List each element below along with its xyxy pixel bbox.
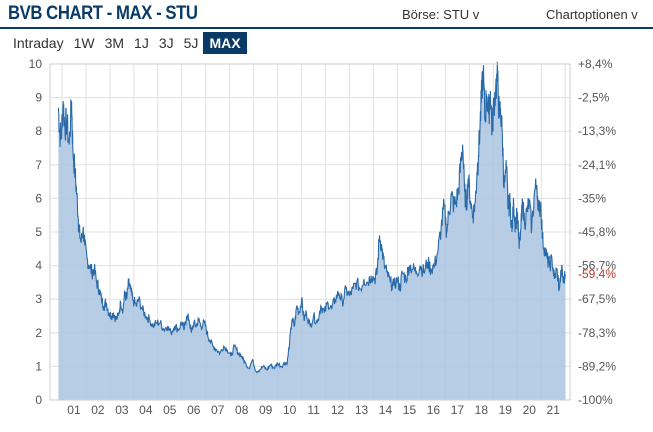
y2-tick-label: -89,2%: [578, 359, 616, 373]
y2-tick-label: +8,4%: [578, 57, 613, 71]
y2-tick-label: -100%: [578, 393, 613, 407]
range-tab-max[interactable]: MAX: [203, 32, 247, 54]
x-tick-label: 05: [163, 403, 177, 417]
y-tick-label: 5: [35, 225, 42, 239]
range-tab-bar: Intraday 1W 3M 1J 3J 5J MAX: [8, 32, 247, 54]
y2-tick-label: -13,3%: [578, 124, 616, 138]
x-tick-label: 02: [91, 403, 105, 417]
range-tab-1w[interactable]: 1W: [73, 35, 95, 51]
x-tick-label: 09: [259, 403, 273, 417]
y-tick-label: 0: [35, 393, 42, 407]
range-tab-5j[interactable]: 5J: [183, 35, 199, 51]
y2-tick-label: -78,3%: [578, 326, 616, 340]
x-tick-label: 14: [379, 403, 393, 417]
y2-tick-label: -35%: [578, 191, 606, 205]
y-tick-label: 6: [35, 191, 42, 205]
x-tick-label: 04: [139, 403, 153, 417]
y-axis-ticks: 0 1 2 3 4 5 6 7 8 9 10: [29, 57, 43, 407]
range-tab-3m[interactable]: 3M: [104, 35, 125, 51]
x-tick-label: 13: [355, 403, 369, 417]
price-area: [58, 61, 566, 401]
y-tick-label: 10: [29, 57, 43, 71]
header-divider: [0, 27, 653, 29]
x-tick-label: 17: [451, 403, 465, 417]
price-line: [57, 61, 566, 374]
y-tick-label: 2: [35, 326, 42, 340]
x-tick-label: 18: [475, 403, 489, 417]
y-tick-label: 7: [35, 158, 42, 172]
x-tick-label: 10: [283, 403, 297, 417]
exchange-dropdown[interactable]: Börse: STU v: [402, 7, 480, 22]
y2-tick-label: -45,8%: [578, 225, 616, 239]
y-tick-label: 1: [35, 359, 42, 373]
x-tick-label: 16: [427, 403, 441, 417]
y2-tick-label: -67,5%: [578, 292, 616, 306]
x-tick-label: 19: [499, 403, 513, 417]
y-tick-label: 9: [35, 91, 42, 105]
x-tick-label: 01: [67, 403, 81, 417]
x-tick-label: 11: [307, 403, 320, 417]
y-tick-label: 3: [35, 292, 42, 306]
y2-tick-label: -2,5%: [578, 91, 610, 105]
x-tick-label: 06: [187, 403, 201, 417]
x-tick-label: 20: [523, 403, 537, 417]
x-axis-ticks: 01 02 03 04 05 06 07 08 09 10 11 12 13 14 15 16 17 18 19 20…: [67, 403, 560, 417]
y-tick-label: 8: [35, 124, 42, 138]
x-tick-label: 03: [115, 403, 129, 417]
x-tick-label: 08: [235, 403, 249, 417]
range-tab-1j[interactable]: 1J: [134, 35, 149, 51]
y2-axis-ticks: -100% -89,2% -78,3% -67,5% -56,7% -45,8% -35% -…: [578, 57, 616, 407]
x-tick-label: 12: [331, 403, 345, 417]
x-tick-label: 15: [403, 403, 417, 417]
y2-tick-label: -56,7%: [578, 259, 616, 273]
current-pct-label: -59,4%: [578, 267, 616, 281]
range-tab-3j[interactable]: 3J: [158, 35, 174, 51]
range-tab-intraday[interactable]: Intraday: [13, 35, 64, 51]
page-title: BVB CHART - MAX - STU: [8, 3, 198, 24]
chart-options-dropdown[interactable]: Chartoptionen v: [546, 7, 638, 22]
x-tick-label: 21: [547, 403, 561, 417]
x-tick-label: 07: [211, 403, 225, 417]
y2-tick-label: -24,1%: [578, 158, 616, 172]
y-tick-label: 4: [35, 259, 42, 273]
